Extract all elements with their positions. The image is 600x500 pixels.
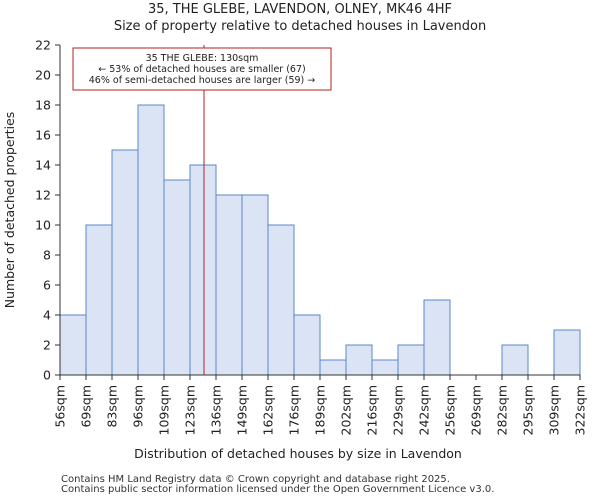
chart-subtitle: Size of property relative to detached ho… <box>113 19 487 34</box>
annotation-line-3: 46% of semi-detached houses are larger (… <box>89 75 316 86</box>
x-tick-label: 123sqm <box>183 385 198 435</box>
bar <box>293 314 321 376</box>
bar <box>85 224 113 376</box>
bar <box>345 344 373 376</box>
y-tick-label: 20 <box>35 68 51 83</box>
x-tick-label: 202sqm <box>339 385 354 435</box>
y-tick-label: 16 <box>35 128 51 143</box>
x-tick-label: 322sqm <box>573 385 588 435</box>
y-tick-label: 2 <box>43 338 51 353</box>
bar <box>111 149 139 376</box>
bar <box>423 299 451 376</box>
bar <box>397 344 425 376</box>
bar <box>137 104 165 376</box>
annotation-line-1: 35 THE GLEBE: 130sqm <box>146 53 259 64</box>
x-tick-label: 242sqm <box>417 385 432 435</box>
y-tick-label: 12 <box>35 188 51 203</box>
x-tick-label: 136sqm <box>209 385 224 435</box>
x-tick-label: 96sqm <box>131 385 146 428</box>
bar <box>267 224 295 376</box>
y-tick-label: 18 <box>35 98 51 113</box>
footer-line-1: Contains HM Land Registry data © Crown c… <box>61 474 450 485</box>
footer-line-2: Contains public sector information licen… <box>61 484 495 495</box>
x-axis-title: Distribution of detached houses by size … <box>134 446 462 461</box>
bar <box>241 194 269 376</box>
bar <box>371 359 399 376</box>
y-tick-label: 6 <box>43 278 51 293</box>
x-tick-label: 109sqm <box>157 385 172 435</box>
x-tick-label: 216sqm <box>365 385 380 435</box>
y-tick-label: 4 <box>43 308 51 323</box>
annotation-box: 35 THE GLEBE: 130sqm ← 53% of detached h… <box>72 47 332 91</box>
x-tick-label: 282sqm <box>495 385 510 435</box>
bar <box>319 359 347 376</box>
x-tick-label: 162sqm <box>261 385 276 435</box>
bar <box>59 314 87 376</box>
x-tick-label: 56sqm <box>53 385 68 428</box>
y-tick-label: 14 <box>35 158 51 173</box>
annotation-line-2: ← 53% of detached houses are smaller (67… <box>98 64 305 75</box>
bar <box>215 194 243 376</box>
annotation-border <box>72 47 332 91</box>
x-tick-label: 176sqm <box>287 385 302 435</box>
chart-title: 35, THE GLEBE, LAVENDON, OLNEY, MK46 4HF <box>147 2 453 17</box>
x-tick-label: 269sqm <box>469 385 484 435</box>
x-axis: 56sqm 69sqm 83sqm 96sqm 109sqm 123sqm 136sqm 14… <box>53 374 588 435</box>
y-tick-label: 0 <box>43 368 51 383</box>
x-tick-label: 189sqm <box>313 385 328 435</box>
x-tick-label: 149sqm <box>235 385 250 435</box>
bar <box>163 179 191 376</box>
y-axis: 0 2 4 6 8 10 12 14 16 18 20 22 <box>35 38 61 383</box>
x-tick-label: 295sqm <box>521 385 536 435</box>
y-tick-label: 10 <box>35 218 51 233</box>
x-tick-label: 256sqm <box>443 385 458 435</box>
y-axis-title: Number of detached properties <box>2 112 17 309</box>
x-tick-label: 83sqm <box>105 385 120 428</box>
x-tick-label: 69sqm <box>79 385 94 428</box>
bars-group <box>59 104 581 376</box>
bar <box>553 329 581 376</box>
x-tick-label: 309sqm <box>547 385 562 435</box>
y-tick-label: 22 <box>35 38 51 53</box>
y-tick-label: 8 <box>43 248 51 263</box>
x-tick-label: 229sqm <box>391 385 406 435</box>
bar <box>189 164 217 376</box>
bar <box>501 344 529 376</box>
